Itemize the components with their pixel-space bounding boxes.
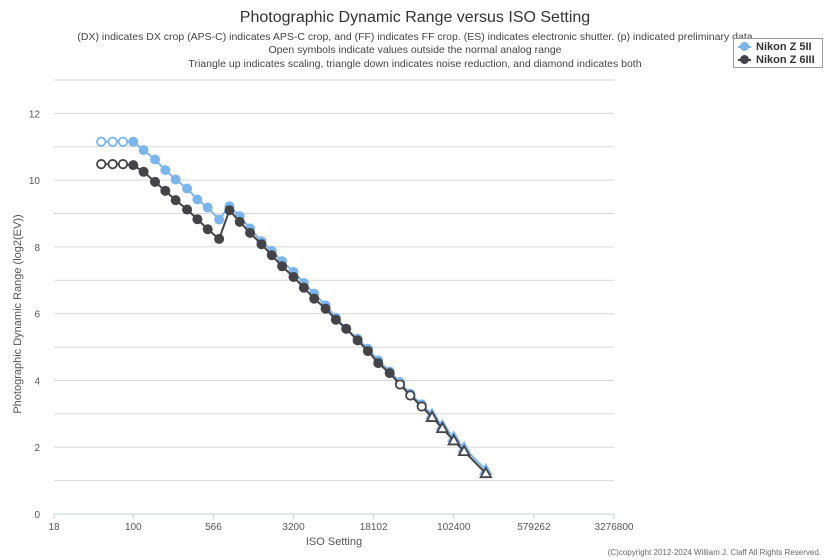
data-point-open (107, 136, 118, 147)
data-point (266, 250, 277, 261)
data-point (128, 160, 139, 171)
chart-title: Photographic Dynamic Range versus ISO Se… (240, 9, 590, 26)
series-z6iii (96, 159, 493, 479)
copyright-note: (C)copyright 2012-2024 William J. Claff … (608, 548, 821, 557)
data-point (150, 176, 161, 187)
data-point (256, 239, 267, 250)
data-point-open (117, 159, 129, 170)
data-point (192, 214, 203, 225)
data-point (384, 368, 395, 379)
data-point (170, 195, 181, 206)
series-layer (96, 136, 493, 479)
legend-item-z5ii[interactable]: Nikon Z 5II (738, 40, 812, 53)
data-point-triangle (425, 410, 439, 422)
x-tick-label: 579262 (517, 522, 551, 533)
data-point-open (107, 159, 118, 170)
data-point-triangle (479, 466, 493, 479)
series-line (101, 163, 487, 474)
data-point (160, 185, 171, 196)
y-tick-label: 8 (34, 243, 40, 254)
data-point-open (96, 136, 107, 147)
x-tick-label: 100 (125, 522, 142, 533)
data-point (234, 216, 245, 227)
data-point-triangle (435, 421, 450, 434)
data-point (138, 166, 149, 177)
data-point (160, 165, 171, 176)
data-point (373, 358, 384, 369)
data-point (352, 335, 363, 346)
data-point (128, 136, 139, 147)
data-point (362, 346, 373, 357)
data-point (182, 183, 193, 194)
y-tick-label: 0 (34, 510, 40, 521)
y-tick-label: 4 (34, 376, 40, 387)
legend-symbol-z6iii (738, 53, 751, 66)
data-point (170, 174, 181, 185)
x-axis-title: ISO Setting (306, 536, 362, 548)
data-point (320, 303, 331, 314)
data-point (330, 314, 341, 325)
y-tick-label: 2 (34, 443, 40, 454)
data-point (202, 224, 213, 235)
y-axis-title: Photographic Dynamic Range (log2(EV)) (12, 214, 24, 413)
legend-symbol-z5ii (738, 40, 751, 53)
data-point (214, 214, 225, 225)
data-point (138, 145, 149, 156)
data-point (277, 261, 288, 272)
x-tick-label: 18 (48, 522, 60, 533)
legend-label-z5ii: Nikon Z 5II (756, 40, 812, 53)
data-point-triangle (447, 433, 461, 446)
x-tick-label: 102400 (437, 522, 471, 533)
x-tick-label: 3276800 (595, 522, 634, 533)
chart-subtitle-line-1: (DX) indicates DX crop (APS-C) indicates… (77, 31, 752, 43)
y-tick-label: 12 (29, 109, 41, 120)
data-point (224, 205, 235, 216)
data-point (182, 204, 193, 215)
legend-item-z6iii[interactable]: Nikon Z 6III (738, 53, 815, 66)
data-point-open (405, 390, 416, 401)
chart-legend: Nikon Z 5II Nikon Z 6III (733, 38, 823, 68)
data-point (150, 154, 161, 165)
x-tick-label: 18102 (360, 522, 388, 533)
data-point (245, 227, 256, 238)
data-point (214, 233, 225, 244)
chart-subtitle-line-2: Open symbols indicate values outside the… (268, 44, 561, 56)
data-point (192, 194, 203, 205)
data-point-open (416, 401, 427, 412)
data-point (288, 271, 299, 282)
data-point (202, 202, 213, 213)
data-point (309, 293, 320, 304)
data-point-open (117, 136, 129, 147)
chart-subtitle-line-3: Triangle up indicates scaling, triangle … (188, 58, 641, 70)
data-point (298, 282, 309, 293)
legend-label-z6iii: Nikon Z 6III (756, 53, 815, 66)
data-point-open (394, 379, 406, 390)
x-tick-label: 3200 (282, 522, 305, 533)
x-tick-label: 566 (205, 522, 222, 533)
data-point-triangle (457, 444, 471, 457)
data-point (341, 323, 352, 334)
y-tick-label: 6 (34, 310, 40, 321)
y-tick-labels: 0 2 4 6 8 10 12 (29, 109, 41, 521)
series-z5ii (96, 136, 493, 475)
y-tick-label: 10 (29, 176, 41, 187)
data-point-open (96, 159, 107, 170)
x-tick-labels: 18 100 566 3200 18102 102400 579262 3276800 (48, 514, 634, 533)
